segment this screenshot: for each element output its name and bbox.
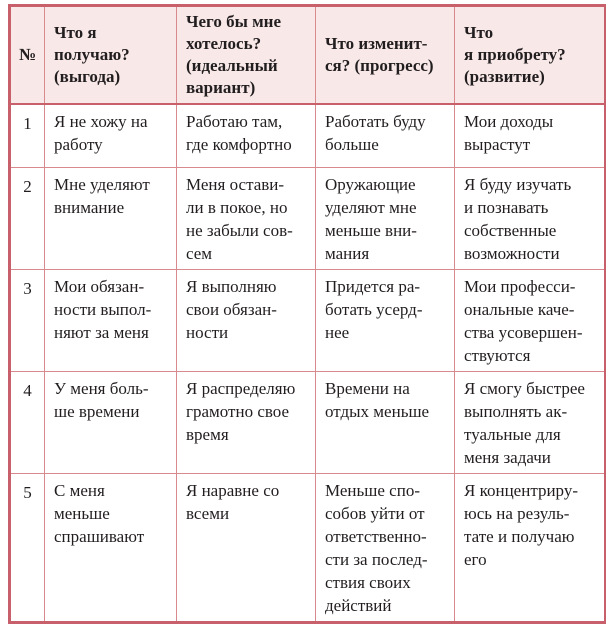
header-row: № Что я получаю? (выгода) Чего бы мне хо… [9, 5, 606, 105]
table-row: 3 Мои обязан- ности выпол- няют за меня … [9, 268, 606, 372]
table-cell-benefit: Мне уделяют внимание [44, 166, 177, 270]
table-cell-ideal: Я наравне со всеми [176, 472, 316, 623]
table-cell-development: Мои професси- ональные каче- ства усовер… [454, 268, 606, 372]
table-cell-benefit: У меня боль- ше времени [44, 370, 177, 474]
table-cell-ideal: Я распределяю грамотно свое время [176, 370, 316, 474]
table-row: 2 Мне уделяют внимание Меня остави- ли в… [9, 166, 606, 270]
table-cell-benefit: С меня меньше спрашивают [44, 472, 177, 623]
column-header-benefit: Что я получаю? (выгода) [44, 5, 177, 105]
table-cell-development: Я концентриру- юсь на резуль- тате и пол… [454, 472, 606, 623]
table-row: 5 С меня меньше спрашивают Я наравне со … [9, 472, 606, 623]
motivation-table: № Что я получаю? (выгода) Чего бы мне хо… [8, 4, 606, 624]
column-header-progress: Что изменит- ся? (прогресс) [315, 5, 455, 105]
row-number-cell: 4 [9, 370, 45, 474]
table-cell-progress: Меньше спо- собов уйти от ответственно- … [315, 472, 455, 623]
table-cell-ideal: Меня остави- ли в покое, но не забыли со… [176, 166, 316, 270]
table-cell-progress: Работать буду больше [315, 103, 455, 168]
row-number-cell: 5 [9, 472, 45, 623]
column-header-ideal: Чего бы мне хотелось? (идеальный вариант… [176, 5, 316, 105]
row-number-cell: 2 [9, 166, 45, 270]
table-cell-development: Я смогу быстрее выполнять ак- туальные д… [454, 370, 606, 474]
table-cell-benefit: Мои обязан- ности выпол- няют за меня [44, 268, 177, 372]
table-cell-benefit: Я не хожу на работу [44, 103, 177, 168]
table-cell-development: Мои доходы вырастут [454, 103, 606, 168]
table-cell-ideal: Работаю там, где комфортно [176, 103, 316, 168]
row-number-cell: 1 [9, 103, 45, 168]
column-header-number: № [9, 5, 45, 105]
table-row: 4 У меня боль- ше времени Я распределяю … [9, 370, 606, 474]
table-row: 1 Я не хожу на работу Работаю там, где к… [9, 103, 606, 168]
table-cell-progress: Времени на отдых меньше [315, 370, 455, 474]
table-cell-development: Я буду изучать и познавать собственные в… [454, 166, 606, 270]
table-cell-progress: Придется ра- ботать усерд- нее [315, 268, 455, 372]
column-header-development: Что я приобрету? (развитие) [454, 5, 606, 105]
table-cell-ideal: Я выполняю свои обязан- ности [176, 268, 316, 372]
row-number-cell: 3 [9, 268, 45, 372]
table-cell-progress: Оружающие уделяют мне меньше вни- мания [315, 166, 455, 270]
